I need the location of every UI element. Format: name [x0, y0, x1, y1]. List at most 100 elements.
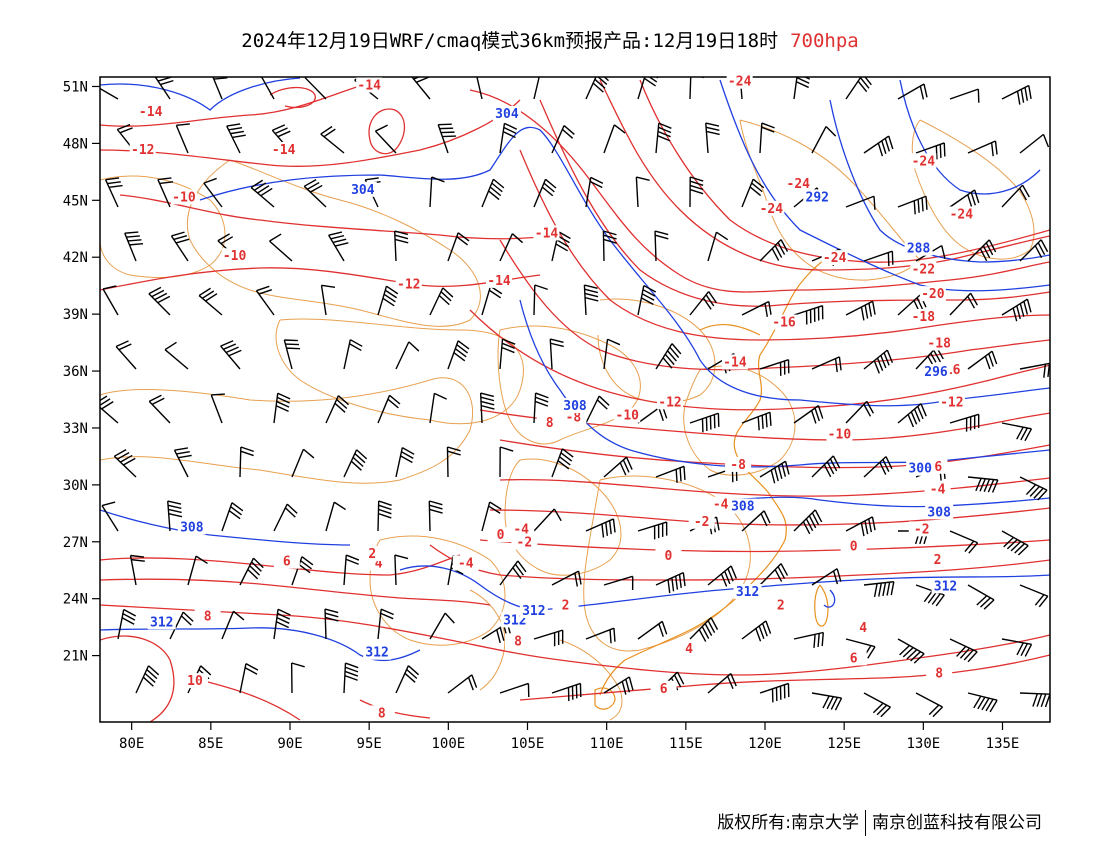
wind-barb — [1019, 692, 1050, 708]
temp-label-bg — [910, 308, 937, 324]
temp-label-bg — [908, 521, 935, 537]
wind-barb — [411, 77, 431, 100]
temperature-label: -4 — [513, 522, 529, 537]
wind-barb — [551, 448, 574, 478]
temp-label-bg — [560, 409, 587, 425]
lat-tick-label: 42N — [63, 250, 88, 266]
wind-barb — [689, 291, 717, 316]
height-label-bg — [925, 504, 954, 520]
temperature-label: 4 — [685, 642, 693, 657]
wind-barb — [585, 176, 604, 208]
wind-barb — [845, 400, 875, 424]
wind-barb — [1001, 638, 1033, 657]
temp-label-bg — [910, 261, 937, 277]
wind-barb — [967, 584, 995, 610]
temperature-label: -16 — [772, 316, 796, 331]
wind-barb — [447, 340, 470, 370]
wind-barb — [290, 662, 305, 694]
wind-barb — [811, 126, 837, 154]
temp-label-bg — [221, 248, 248, 264]
wind-barb — [429, 287, 454, 316]
height-label: 312 — [522, 604, 545, 619]
temperature-label: -20 — [921, 287, 945, 302]
wind-barb — [551, 231, 571, 262]
wind-barb — [533, 508, 562, 532]
wind-barb — [135, 665, 160, 694]
wind-barb — [169, 611, 194, 640]
wind-barb — [325, 501, 346, 532]
wind-barb — [429, 176, 445, 208]
temperature-label: -4 — [930, 483, 946, 498]
wind-barb — [481, 285, 503, 316]
wind-barb — [377, 608, 394, 640]
height-label: 308 — [563, 399, 587, 414]
wind-barb — [759, 359, 790, 376]
wind-barb — [759, 682, 790, 703]
wind-barb — [845, 516, 876, 537]
temp-label-bg — [821, 250, 848, 266]
temperature-label: -12 — [658, 395, 681, 410]
wind-barb — [221, 502, 244, 532]
wind-barb — [187, 555, 208, 586]
height-label: 292 — [806, 190, 829, 205]
height-label-bg — [348, 181, 377, 197]
temperature-label: 4 — [375, 557, 383, 572]
temp-label-bg — [840, 650, 867, 666]
wind-barb — [707, 565, 737, 587]
wind-barb — [157, 177, 174, 208]
wind-barb — [603, 124, 626, 154]
lat-tick-label: 30N — [63, 478, 88, 494]
wind-barb — [689, 412, 720, 433]
temp-label-bg — [721, 354, 748, 370]
wind-barb — [845, 77, 872, 100]
wind-barb — [811, 455, 841, 478]
wind-barb — [741, 620, 772, 642]
wind-barb — [897, 195, 928, 215]
wind-barb — [343, 554, 360, 586]
wind-barb — [863, 250, 894, 267]
wind-barb — [239, 662, 259, 694]
wind-barb — [1001, 422, 1033, 442]
temperature-label: 0 — [850, 539, 858, 554]
wind-barb — [343, 662, 359, 694]
wind-barb — [551, 682, 582, 702]
wind-barb — [863, 692, 891, 718]
temperature-label: -24 — [787, 177, 811, 192]
wind-barb — [533, 284, 548, 316]
lat-tick-label: 27N — [63, 535, 88, 551]
wind-barb — [793, 631, 824, 648]
wind-barb — [148, 394, 171, 424]
wind-barb — [551, 570, 582, 587]
temp-label-bg — [614, 407, 641, 423]
wind-barb — [499, 682, 530, 698]
temperature-label: -12 — [131, 143, 154, 158]
lat-tick-label: 24N — [63, 592, 88, 608]
temperature-label: 0 — [665, 549, 673, 564]
lat-tick-label: 33N — [63, 421, 88, 437]
wind-barb — [915, 584, 945, 607]
wind-barb — [239, 446, 254, 478]
wind-barb — [949, 292, 978, 316]
height-label-bg — [733, 584, 762, 599]
wind-barb — [1001, 298, 1032, 322]
height-label-bg — [931, 578, 960, 594]
temp-label-bg — [850, 620, 877, 636]
lat-tick-label: 36N — [63, 364, 88, 380]
height-label: 308 — [927, 505, 951, 520]
wind-barb — [481, 501, 502, 532]
wind-barb — [967, 476, 999, 493]
wind-barb — [170, 231, 190, 262]
wind-barb — [221, 610, 245, 640]
height-label: 312 — [150, 615, 173, 630]
wind-barb — [117, 608, 137, 640]
lon-tick-label: 95E — [357, 736, 382, 752]
wind-barb — [949, 638, 978, 663]
wind-barb — [533, 392, 549, 424]
temperature-label: 6 — [283, 555, 291, 570]
copyright-owner: 版权所有:南京大学 — [717, 813, 859, 833]
temp-label-bg — [170, 189, 197, 205]
wind-barb — [585, 395, 610, 424]
wind-barb — [499, 446, 514, 478]
copyright-footer: 版权所有:南京大学 南京创蓝科技有限公司 — [717, 808, 1042, 836]
